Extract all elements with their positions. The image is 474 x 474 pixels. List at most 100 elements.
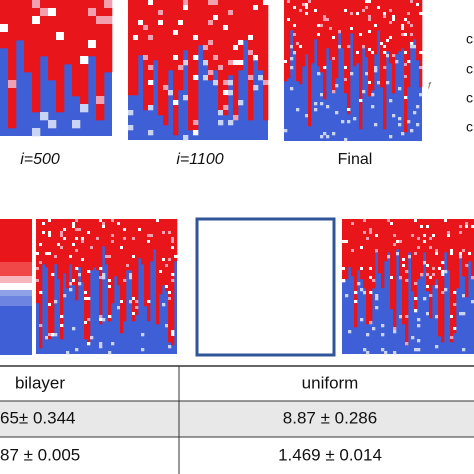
pixel	[320, 33, 324, 37]
pixel	[208, 45, 214, 51]
pixel	[348, 225, 352, 229]
pixel	[417, 249, 421, 253]
pixel	[404, 69, 408, 73]
pixel	[75, 234, 79, 238]
pixel	[395, 15, 399, 19]
pixel	[93, 255, 97, 259]
pixel	[248, 15, 254, 21]
pixel	[380, 0, 384, 4]
pixel	[371, 12, 375, 16]
pixel	[135, 282, 139, 286]
pixel	[383, 15, 387, 19]
pixel	[39, 249, 43, 253]
pixel	[323, 48, 327, 52]
pixel	[462, 222, 466, 226]
pixel	[414, 291, 418, 295]
pixel	[78, 255, 82, 259]
pixel	[132, 318, 136, 322]
pixel	[413, 45, 417, 49]
pixel	[171, 264, 175, 268]
pixel	[108, 303, 112, 307]
pixel	[54, 258, 58, 262]
pixel	[447, 231, 451, 235]
pixel	[402, 261, 406, 265]
pixel	[233, 50, 239, 56]
pixel	[375, 234, 379, 238]
pixel	[51, 228, 55, 232]
pixel	[335, 0, 339, 4]
pixel	[218, 30, 224, 36]
pixel	[326, 15, 330, 19]
pixel	[308, 6, 312, 10]
pixel	[453, 228, 457, 232]
pixel	[108, 315, 112, 319]
pixel	[359, 72, 363, 76]
pixel	[371, 69, 375, 73]
pixel	[165, 255, 169, 259]
pixel	[432, 282, 436, 286]
pixel	[345, 219, 349, 223]
pixel	[438, 309, 442, 313]
pixel	[429, 225, 433, 229]
pixel	[345, 252, 349, 256]
pixel	[96, 237, 100, 241]
pixel	[353, 51, 357, 55]
pixel	[320, 42, 324, 46]
pixel	[156, 282, 160, 286]
pixel	[148, 5, 154, 11]
pixel	[233, 35, 239, 41]
pixel	[365, 9, 369, 13]
pixel	[465, 234, 469, 238]
pixel	[369, 285, 373, 289]
pixel	[357, 249, 361, 253]
pixel	[117, 267, 121, 271]
pixel	[344, 69, 348, 73]
pixel	[126, 234, 130, 238]
pixel	[383, 108, 387, 112]
pixel	[369, 288, 373, 292]
pixel	[51, 285, 55, 289]
pixel	[290, 27, 294, 31]
pixel	[354, 279, 358, 283]
pixel	[105, 237, 109, 241]
pixel	[183, 95, 189, 101]
pixel	[158, 110, 164, 116]
pixel	[348, 246, 352, 250]
pixel	[123, 276, 127, 280]
pixel	[39, 288, 43, 292]
pixel	[75, 258, 79, 262]
pixel	[102, 318, 106, 322]
pixel	[402, 234, 406, 238]
pixel	[287, 33, 291, 37]
pixel	[369, 273, 373, 277]
pixel	[129, 246, 133, 250]
pixel	[114, 222, 118, 226]
pixel	[471, 228, 474, 232]
pixel	[344, 63, 348, 67]
pixel	[72, 231, 76, 235]
pixel	[284, 60, 288, 64]
pixel	[168, 65, 174, 71]
pixel	[356, 15, 360, 19]
pixel	[153, 35, 159, 41]
pixel	[193, 75, 199, 81]
pixel	[114, 219, 118, 223]
pixel	[165, 246, 169, 250]
pixel	[48, 294, 52, 298]
pixel	[168, 234, 172, 238]
pixel	[398, 18, 402, 22]
pixel	[444, 222, 448, 226]
pixel	[419, 93, 423, 97]
pixel	[8, 64, 17, 73]
pixel	[144, 231, 148, 235]
pixel	[90, 240, 94, 244]
pixel	[120, 267, 124, 271]
pixel	[45, 231, 49, 235]
pixel	[87, 252, 91, 256]
pixel	[354, 276, 358, 280]
pixel	[168, 291, 172, 295]
pixel	[305, 27, 309, 31]
pixel	[105, 240, 109, 244]
pixel	[133, 90, 139, 96]
pixel	[335, 27, 339, 31]
